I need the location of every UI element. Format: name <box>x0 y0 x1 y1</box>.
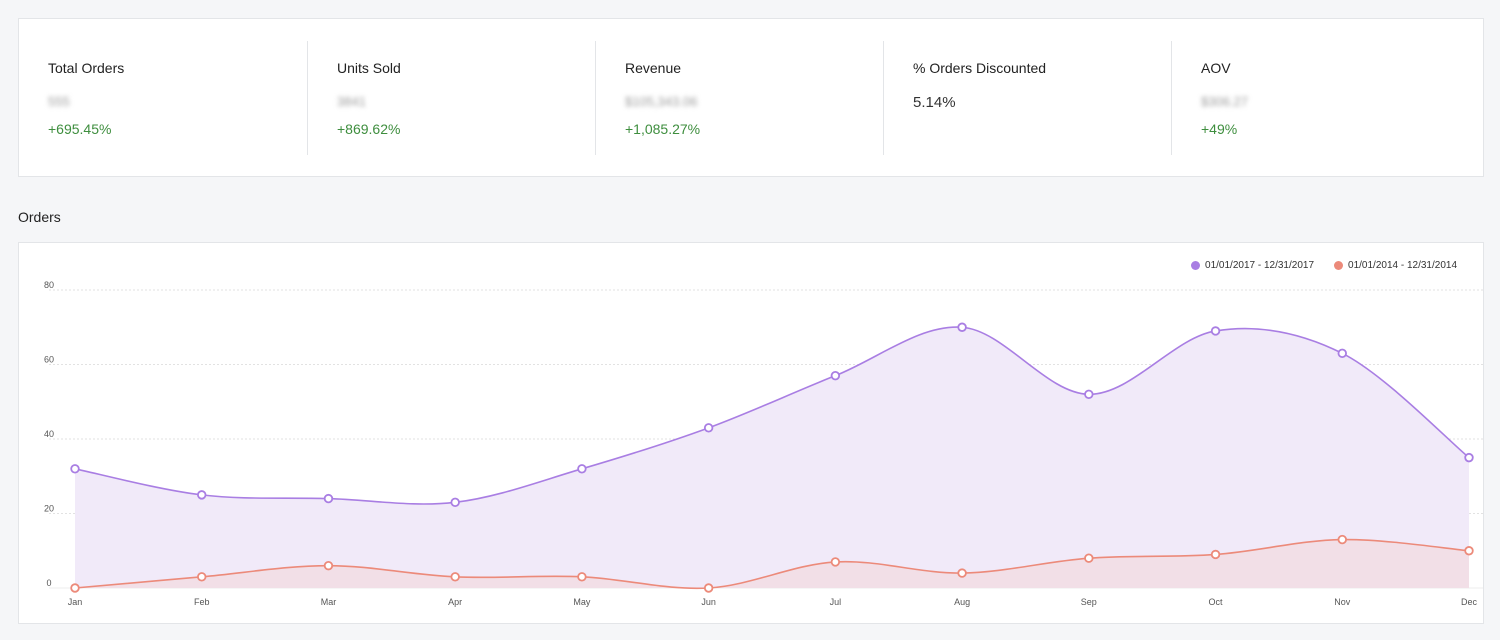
kpi-revenue: Revenue $105,343.06 +1,085.27% <box>595 41 883 155</box>
y-tick-label: 60 <box>44 355 54 365</box>
data-point <box>1210 326 1221 336</box>
x-tick-label: Jul <box>830 597 842 607</box>
data-point <box>957 322 967 332</box>
data-point <box>957 568 967 578</box>
kpi-value: 5.14% <box>913 94 956 111</box>
data-point <box>1464 452 1474 463</box>
kpi-change: +695.45% <box>48 121 112 137</box>
kpi-label: Units Sold <box>337 60 401 76</box>
series-line <box>74 326 1470 505</box>
chart-legend: 01/01/2017 - 12/31/2017 01/01/2014 - 12/… <box>1191 260 1457 271</box>
kpi-orders-discounted: % Orders Discounted 5.14% <box>883 41 1171 155</box>
section-title: Orders <box>18 209 61 225</box>
data-point <box>323 493 334 504</box>
legend-label: 01/01/2014 - 12/31/2014 <box>1348 260 1457 271</box>
legend-swatch-icon <box>1334 261 1344 270</box>
data-point <box>703 423 714 433</box>
kpi-label: Revenue <box>625 60 682 76</box>
data-point <box>197 572 207 582</box>
x-tick-label: Jun <box>701 597 716 607</box>
data-point <box>577 572 587 582</box>
x-tick-label: May <box>573 597 591 607</box>
y-tick-label: 20 <box>44 504 54 514</box>
data-point <box>1337 348 1347 359</box>
x-tick-label: Apr <box>448 597 462 607</box>
data-point <box>577 464 587 474</box>
series-area <box>75 539 1469 589</box>
kpi-change: +1,085.27% <box>625 121 701 137</box>
data-point <box>70 464 80 474</box>
data-point <box>1084 389 1094 399</box>
x-tick-label: Sep <box>1081 597 1097 607</box>
kpi-value: $306.27 <box>1201 94 1248 109</box>
kpi-value: 3841 <box>337 94 366 109</box>
kpi-change <box>913 121 1171 139</box>
data-point <box>1464 546 1474 556</box>
orders-chart: 0 20 40 60 80 Jan Feb Mar Apr May Jun Jul Aug Sep Oct N… <box>44 280 1483 607</box>
kpi-label: % Orders Discounted <box>913 60 1047 76</box>
x-tick-label: Aug <box>954 597 970 607</box>
x-tick-label: Oct <box>1209 597 1224 607</box>
data-point <box>830 557 841 567</box>
orders-chart-card: 0 20 40 60 80 Jan Feb Mar Apr May Jun Jul Aug Sep Oct N… <box>18 242 1484 624</box>
x-tick-label: Mar <box>321 597 337 607</box>
data-point <box>1337 534 1347 545</box>
legend-swatch-icon <box>1191 261 1201 270</box>
data-point <box>1084 553 1094 563</box>
kpi-label: Total Orders <box>48 60 125 76</box>
y-tick-label: 80 <box>44 280 54 290</box>
kpi-change: +49% <box>1201 121 1238 137</box>
kpi-aov: AOV $306.27 +49% <box>1171 41 1459 155</box>
x-tick-label: Nov <box>1334 597 1351 607</box>
data-point <box>450 572 460 582</box>
series-area <box>75 327 1469 588</box>
legend-item-2017[interactable]: 01/01/2017 - 12/31/2017 <box>1191 260 1314 271</box>
legend-item-2014[interactable]: 01/01/2014 - 12/31/2014 <box>1334 260 1457 271</box>
y-tick-label: 40 <box>44 429 54 439</box>
y-tick-label: 0 <box>46 578 51 588</box>
kpi-summary-card: Total Orders 555 +695.45% Units Sold 384… <box>18 18 1484 177</box>
series-line <box>74 538 1470 590</box>
data-point <box>703 583 714 593</box>
data-point <box>70 583 80 593</box>
data-point <box>197 490 207 500</box>
x-tick-label: Feb <box>194 597 210 607</box>
data-point <box>323 560 334 571</box>
kpi-total-orders: Total Orders 555 +695.45% <box>19 41 307 155</box>
kpi-label: AOV <box>1201 60 1231 76</box>
x-tick-label: Dec <box>1461 597 1478 607</box>
data-point <box>830 370 841 381</box>
kpi-units-sold: Units Sold 3841 +869.62% <box>307 41 595 155</box>
kpi-change: +869.62% <box>337 121 401 137</box>
kpi-value: 555 <box>48 94 70 109</box>
data-point <box>450 497 460 508</box>
legend-label: 01/01/2017 - 12/31/2017 <box>1205 260 1315 271</box>
x-tick-label: Jan <box>68 597 83 607</box>
data-point <box>1210 549 1221 560</box>
kpi-value: $105,343.06 <box>625 94 698 109</box>
